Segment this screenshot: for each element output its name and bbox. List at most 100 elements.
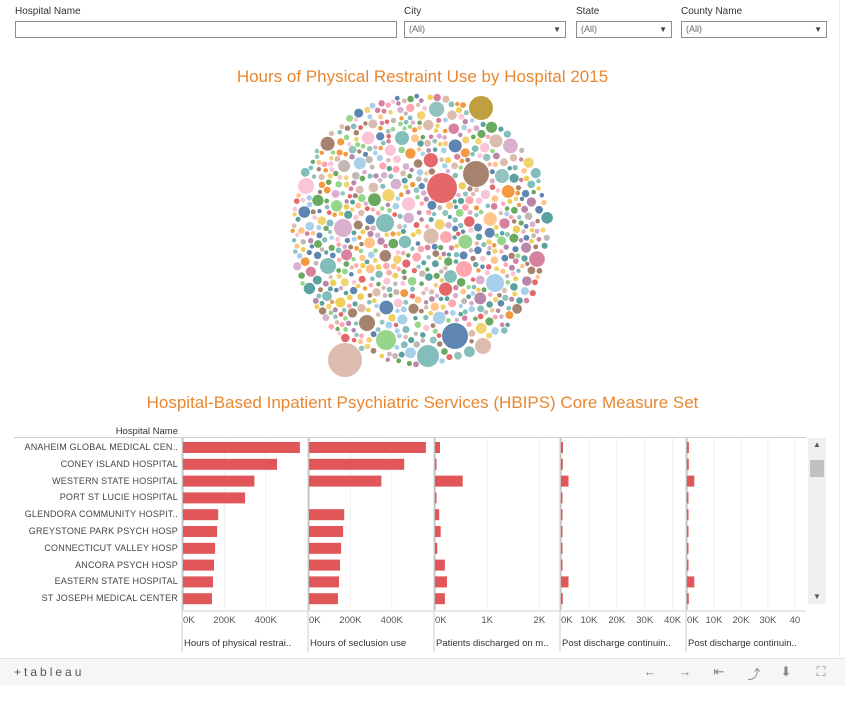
bubble[interactable] xyxy=(332,212,337,218)
bubble[interactable] xyxy=(337,175,343,180)
bubble[interactable] xyxy=(473,125,480,132)
hospital-row-label[interactable]: WESTERN STATE HOSPITAL xyxy=(52,475,178,486)
bubble[interactable] xyxy=(335,326,340,332)
bubble[interactable] xyxy=(446,202,454,210)
bubble[interactable] xyxy=(311,174,317,179)
bubble[interactable] xyxy=(490,203,498,210)
bar[interactable] xyxy=(435,559,445,571)
bubble[interactable] xyxy=(479,142,490,153)
bubble[interactable] xyxy=(380,171,388,179)
bubble[interactable] xyxy=(378,114,384,120)
bubble[interactable] xyxy=(383,277,391,285)
bubble[interactable] xyxy=(409,293,416,299)
bubble[interactable] xyxy=(426,209,432,216)
bubble[interactable] xyxy=(491,327,499,335)
bubble[interactable] xyxy=(359,254,366,262)
bubble[interactable] xyxy=(499,314,504,319)
bubble[interactable] xyxy=(527,266,536,275)
bubble[interactable] xyxy=(505,280,511,285)
bubble[interactable] xyxy=(509,173,519,183)
bubble[interactable] xyxy=(477,153,483,159)
bubble[interactable] xyxy=(512,225,521,234)
bubble[interactable] xyxy=(388,110,393,115)
bar[interactable] xyxy=(309,458,405,470)
bubble[interactable] xyxy=(343,175,349,181)
bubble[interactable] xyxy=(354,137,359,142)
bubble[interactable] xyxy=(351,280,357,285)
hospital-row-label[interactable]: GLENDORA COMMUNITY HOSPIT.. xyxy=(24,509,178,520)
bubble[interactable] xyxy=(474,187,479,193)
bubble[interactable] xyxy=(495,188,501,193)
bubble[interactable] xyxy=(316,225,322,231)
bubble[interactable] xyxy=(357,293,364,300)
bubble[interactable] xyxy=(393,298,403,308)
bubble[interactable] xyxy=(539,192,545,198)
bubble[interactable] xyxy=(388,238,399,249)
bubble[interactable] xyxy=(403,334,408,340)
bubble[interactable] xyxy=(437,255,443,261)
bubble[interactable] xyxy=(375,327,381,333)
bubble[interactable] xyxy=(426,148,431,153)
bubble[interactable] xyxy=(521,242,532,253)
bubble[interactable] xyxy=(364,106,371,113)
bubble[interactable] xyxy=(359,241,364,247)
bubble[interactable] xyxy=(508,252,515,259)
bubble[interactable] xyxy=(320,136,335,151)
bubble[interactable] xyxy=(355,283,361,289)
bubble[interactable] xyxy=(424,224,430,229)
bubble[interactable] xyxy=(306,195,312,201)
bubble[interactable] xyxy=(505,322,510,328)
bubble[interactable] xyxy=(353,220,363,230)
bubble[interactable] xyxy=(354,108,364,118)
bubble[interactable] xyxy=(501,254,509,262)
bubble[interactable] xyxy=(402,325,410,334)
bubble[interactable] xyxy=(386,351,392,357)
bubble[interactable] xyxy=(317,208,322,214)
bubble[interactable] xyxy=(333,170,339,177)
bubble[interactable] xyxy=(486,264,492,270)
bubble[interactable] xyxy=(505,273,510,279)
bubble[interactable] xyxy=(535,218,540,224)
bubble[interactable] xyxy=(500,268,506,274)
bubble[interactable] xyxy=(392,165,400,173)
bubble[interactable] xyxy=(474,292,487,305)
bubble[interactable] xyxy=(300,167,310,177)
bubble[interactable] xyxy=(424,244,431,251)
bubble[interactable] xyxy=(448,123,460,135)
bubble[interactable] xyxy=(372,288,381,297)
bubble[interactable] xyxy=(418,98,424,103)
bubble[interactable] xyxy=(338,312,344,317)
bar[interactable] xyxy=(435,593,445,605)
bubble[interactable] xyxy=(473,261,479,268)
bubble[interactable] xyxy=(406,253,411,258)
bubble[interactable] xyxy=(428,168,436,175)
bubble[interactable] xyxy=(455,209,464,217)
bubble[interactable] xyxy=(439,278,445,283)
bubble[interactable] xyxy=(377,237,385,245)
bubble[interactable] xyxy=(295,232,300,237)
bubble[interactable] xyxy=(491,195,499,202)
bubble[interactable] xyxy=(453,259,459,264)
bubble[interactable] xyxy=(438,244,444,251)
bubble[interactable] xyxy=(423,119,434,131)
bubble[interactable] xyxy=(519,147,525,153)
bubble[interactable] xyxy=(407,124,413,129)
bubble[interactable] xyxy=(401,269,407,275)
bubble[interactable] xyxy=(329,299,335,305)
bubble[interactable] xyxy=(439,157,444,163)
bubble[interactable] xyxy=(338,160,351,172)
bubble[interactable] xyxy=(413,222,420,228)
bubble[interactable] xyxy=(461,315,468,321)
bubble[interactable] xyxy=(505,311,514,320)
bubble[interactable] xyxy=(541,199,547,206)
bubble[interactable] xyxy=(418,182,425,190)
bubble[interactable] xyxy=(367,293,373,298)
bubble[interactable] xyxy=(365,215,375,225)
bubble[interactable] xyxy=(336,242,342,248)
hospital-row-label[interactable]: CONNECTICUT VALLEY HOSP xyxy=(44,542,178,553)
bubble[interactable] xyxy=(432,311,446,325)
bubble[interactable] xyxy=(370,207,376,212)
bubble[interactable] xyxy=(426,255,431,260)
bar[interactable] xyxy=(183,458,278,470)
bubble[interactable] xyxy=(489,184,496,190)
